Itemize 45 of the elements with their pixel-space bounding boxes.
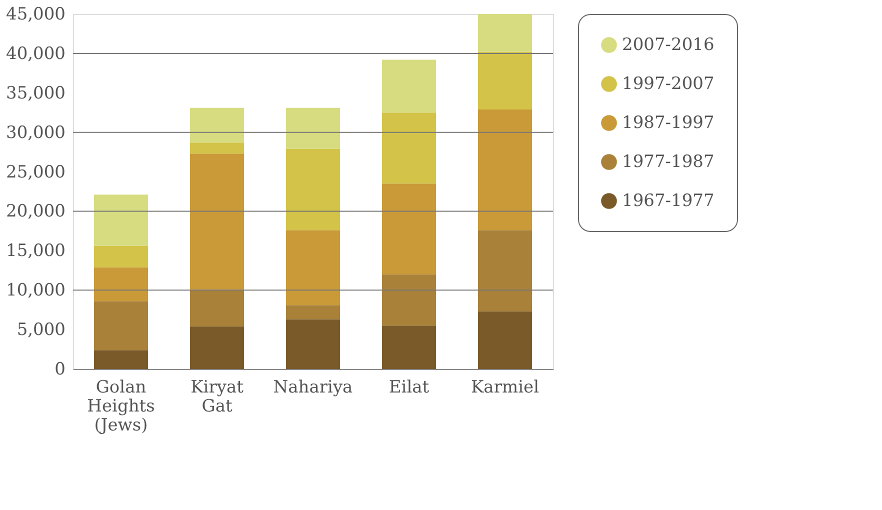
bar xyxy=(382,274,436,326)
bar xyxy=(478,52,532,110)
y-tick-label: 25,000 xyxy=(6,162,66,182)
bar xyxy=(190,108,244,143)
bar xyxy=(190,154,244,290)
y-tick-label: 30,000 xyxy=(6,122,66,143)
bar xyxy=(94,350,148,369)
x-tick-label: Nahariya xyxy=(273,378,353,398)
y-tick-label: 5,000 xyxy=(16,320,66,340)
bar xyxy=(382,60,436,113)
bar xyxy=(478,109,532,230)
bar xyxy=(286,108,340,149)
bar xyxy=(478,14,532,52)
y-tick-label: 0 xyxy=(54,360,66,380)
legend-label: 1987-1997 xyxy=(622,113,714,133)
y-tick-label: 10,000 xyxy=(6,280,66,301)
legend-label: 1967-1977 xyxy=(622,191,714,211)
bar xyxy=(94,267,148,302)
bar xyxy=(190,142,244,154)
x-tick-label: Eilat xyxy=(388,378,430,398)
y-tick-label: 35,000 xyxy=(6,83,66,104)
bar xyxy=(190,326,244,369)
y-tick-label: 15,000 xyxy=(6,241,66,262)
legend-label: 1997-2007 xyxy=(622,74,714,94)
y-tick-label: 40,000 xyxy=(6,44,66,64)
bar xyxy=(286,148,340,230)
bar xyxy=(286,230,340,306)
legend-label: 1977-1987 xyxy=(622,152,714,172)
bar xyxy=(190,289,244,326)
bar xyxy=(286,319,340,369)
bar xyxy=(382,184,436,274)
x-tick-label: Kiryat Gat xyxy=(190,378,244,416)
x-tick-label: Golan Heights (Jews) xyxy=(87,378,155,436)
bar xyxy=(94,194,148,246)
bar xyxy=(382,112,436,184)
bar xyxy=(382,326,436,369)
bar xyxy=(286,305,340,320)
bar xyxy=(478,230,532,312)
y-tick-label: 20,000 xyxy=(6,202,66,222)
y-tick-label: 45,000 xyxy=(6,4,66,24)
bar xyxy=(478,311,532,369)
x-tick-label: Karmiel xyxy=(470,378,540,398)
legend-label: 2007-2016 xyxy=(622,35,714,55)
bar xyxy=(94,246,148,268)
bar xyxy=(94,301,148,350)
